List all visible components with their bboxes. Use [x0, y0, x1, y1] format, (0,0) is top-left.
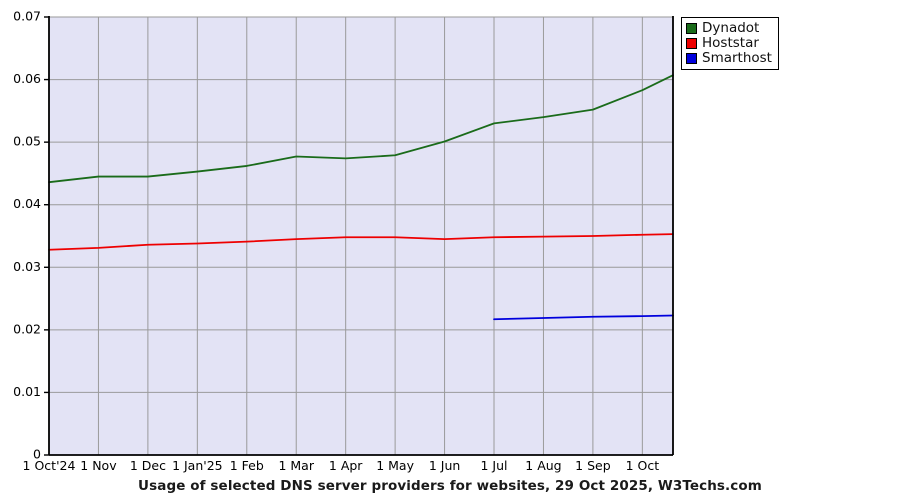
legend-swatch-dynadot [686, 23, 697, 34]
svg-text:1 Aug: 1 Aug [525, 458, 561, 473]
svg-text:1 Nov: 1 Nov [80, 458, 117, 473]
legend-label-hoststar: Hoststar [702, 35, 759, 51]
svg-text:1 Dec: 1 Dec [130, 458, 166, 473]
legend-swatch-smarthost [686, 53, 697, 64]
svg-text:1 Feb: 1 Feb [230, 458, 264, 473]
svg-text:0.04: 0.04 [13, 196, 41, 211]
svg-text:1 Oct'24: 1 Oct'24 [23, 458, 76, 473]
legend-swatch-hoststar [686, 38, 697, 49]
svg-text:1 Sep: 1 Sep [575, 458, 611, 473]
svg-text:1 Apr: 1 Apr [329, 458, 363, 473]
svg-text:1 Oct: 1 Oct [626, 458, 660, 473]
svg-text:0.05: 0.05 [13, 134, 41, 149]
svg-text:1 Jun: 1 Jun [429, 458, 460, 473]
x-axis-ticks: 1 Oct'24 1 Nov 1 Dec 1 Jan'25 1 Feb 1 Mar 1 Ap… [23, 458, 660, 473]
legend-item-hoststar[interactable]: Hoststar [686, 36, 772, 51]
legend-item-dynadot[interactable]: Dynadot [686, 21, 772, 36]
svg-text:0: 0 [33, 447, 41, 462]
svg-text:0.01: 0.01 [13, 384, 41, 399]
gridlines [49, 16, 673, 455]
svg-text:0.07: 0.07 [13, 9, 41, 24]
svg-text:0.03: 0.03 [13, 259, 41, 274]
legend-label-smarthost: Smarthost [702, 50, 772, 66]
svg-text:1 Mar: 1 Mar [278, 458, 314, 473]
legend-item-smarthost[interactable]: Smarthost [686, 51, 772, 66]
chart-legend: Dynadot Hoststar Smarthost [681, 17, 779, 70]
svg-text:1 Jan'25: 1 Jan'25 [172, 458, 223, 473]
y-axis-ticks: 0 0.01 0.02 0.03 0.04 0.05 0.06 0.07 [13, 9, 49, 462]
svg-text:0.06: 0.06 [13, 71, 41, 86]
legend-label-dynadot: Dynadot [702, 20, 760, 36]
axis-lines [48, 16, 674, 456]
svg-text:1 Jul: 1 Jul [481, 458, 508, 473]
svg-text:0.02: 0.02 [13, 321, 41, 336]
data-series [48, 74, 674, 321]
chart-caption: Usage of selected DNS server providers f… [138, 478, 762, 494]
svg-text:1 May: 1 May [376, 458, 414, 473]
